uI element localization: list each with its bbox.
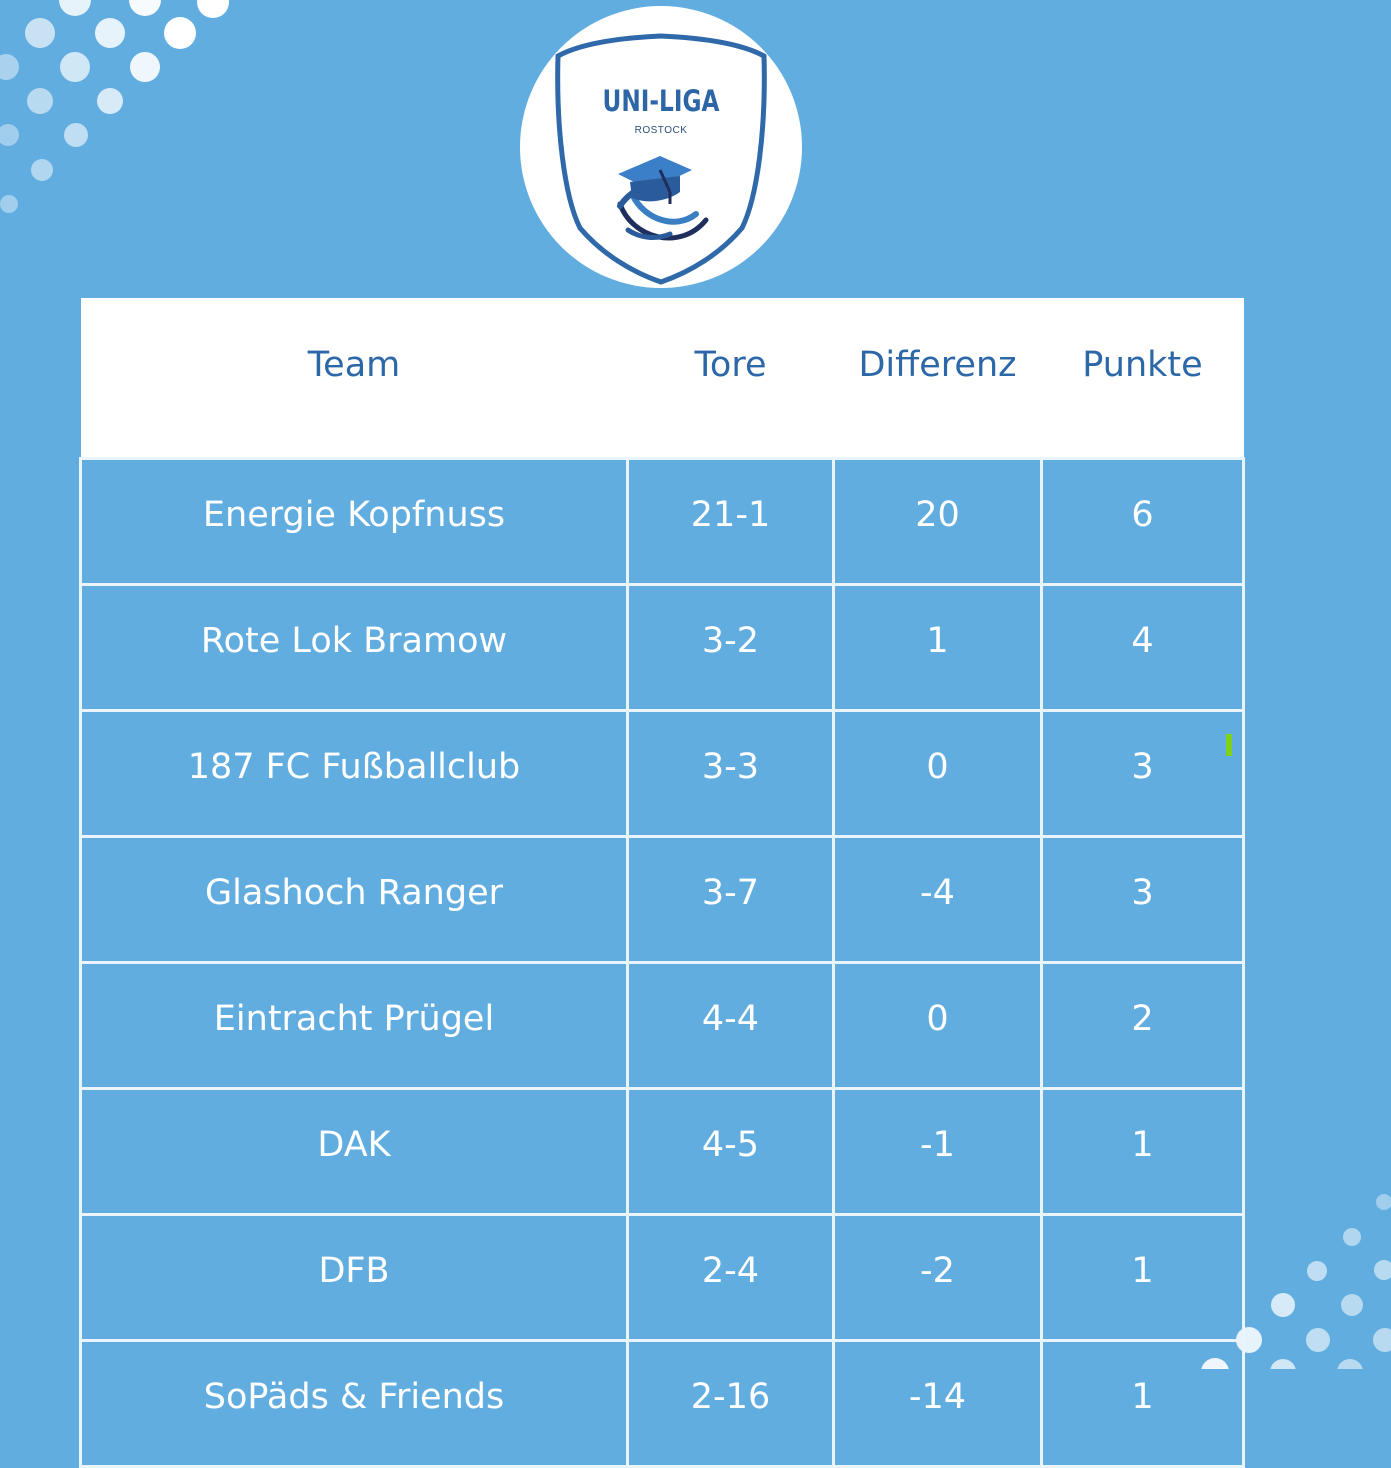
team-cell: Eintracht Prügel [79, 961, 629, 1090]
dots-top-left [0, 0, 229, 213]
table-row: DAK 4-5 -1 1 [79, 1087, 1245, 1216]
table-row: Rote Lok Bramow 3-2 1 4 [79, 583, 1245, 712]
logo-subtitle: ROSTOCK [634, 125, 688, 136]
table-header-row: Team Tore Differenz Punkte [80, 298, 1244, 459]
text-cursor-marker [1226, 734, 1232, 756]
punkte-cell: 1 [1040, 1087, 1245, 1216]
team-cell: 187 FC Fußballclub [79, 709, 629, 838]
punkte-cell: 6 [1040, 457, 1245, 586]
tore-cell: 4-5 [626, 1087, 835, 1216]
table-row: Energie Kopfnuss 21-1 20 6 [79, 457, 1245, 586]
team-cell: DFB [79, 1213, 629, 1342]
punkte-cell: 1 [1040, 1213, 1245, 1342]
tore-cell: 4-4 [626, 961, 835, 1090]
differenz-cell: -14 [832, 1339, 1043, 1468]
team-cell: DAK [79, 1087, 629, 1216]
table-row: Glashoch Ranger 3-7 -4 3 [79, 835, 1245, 964]
column-header-differenz: Differenz [833, 298, 1042, 459]
differenz-cell: 20 [832, 457, 1043, 586]
differenz-cell: 0 [832, 709, 1043, 838]
column-header-punkte: Punkte [1041, 298, 1244, 459]
differenz-cell: -1 [832, 1087, 1043, 1216]
table-row: 187 FC Fußballclub 3-3 0 3 [79, 709, 1245, 838]
table-row: DFB 2-4 -2 1 [79, 1213, 1245, 1342]
differenz-cell: -4 [832, 835, 1043, 964]
punkte-cell: 2 [1040, 961, 1245, 1090]
graduation-cap-ball-icon [615, 156, 709, 245]
team-cell: Glashoch Ranger [79, 835, 629, 964]
column-header-team: Team [80, 298, 628, 459]
differenz-cell: 0 [832, 961, 1043, 1090]
column-header-tore: Tore [627, 298, 834, 459]
punkte-cell: 4 [1040, 583, 1245, 712]
team-cell: SoPäds & Friends [79, 1339, 629, 1468]
table-row: SoPäds & Friends 2-16 -14 1 [79, 1339, 1245, 1468]
tore-cell: 2-16 [626, 1339, 835, 1468]
tore-cell: 21-1 [626, 457, 835, 586]
shield-emblem-icon [555, 33, 767, 285]
tore-cell: 2-4 [626, 1213, 835, 1342]
table-row: Eintracht Prügel 4-4 0 2 [79, 961, 1245, 1090]
standings-table: Team Tore Differenz Punkte Energie Kopfn… [79, 298, 1245, 1468]
punkte-cell: 3 [1040, 835, 1245, 964]
differenz-cell: 1 [832, 583, 1043, 712]
logo-title: UNI-LIGA [602, 84, 720, 118]
punkte-cell: 3 [1040, 709, 1245, 838]
punkte-cell: 1 [1040, 1339, 1245, 1468]
tore-cell: 3-2 [626, 583, 835, 712]
tore-cell: 3-3 [626, 709, 835, 838]
tore-cell: 3-7 [626, 835, 835, 964]
league-logo: UNI-LIGA ROSTOCK [520, 6, 802, 288]
team-cell: Rote Lok Bramow [79, 583, 629, 712]
team-cell: Energie Kopfnuss [79, 457, 629, 586]
differenz-cell: -2 [832, 1213, 1043, 1342]
